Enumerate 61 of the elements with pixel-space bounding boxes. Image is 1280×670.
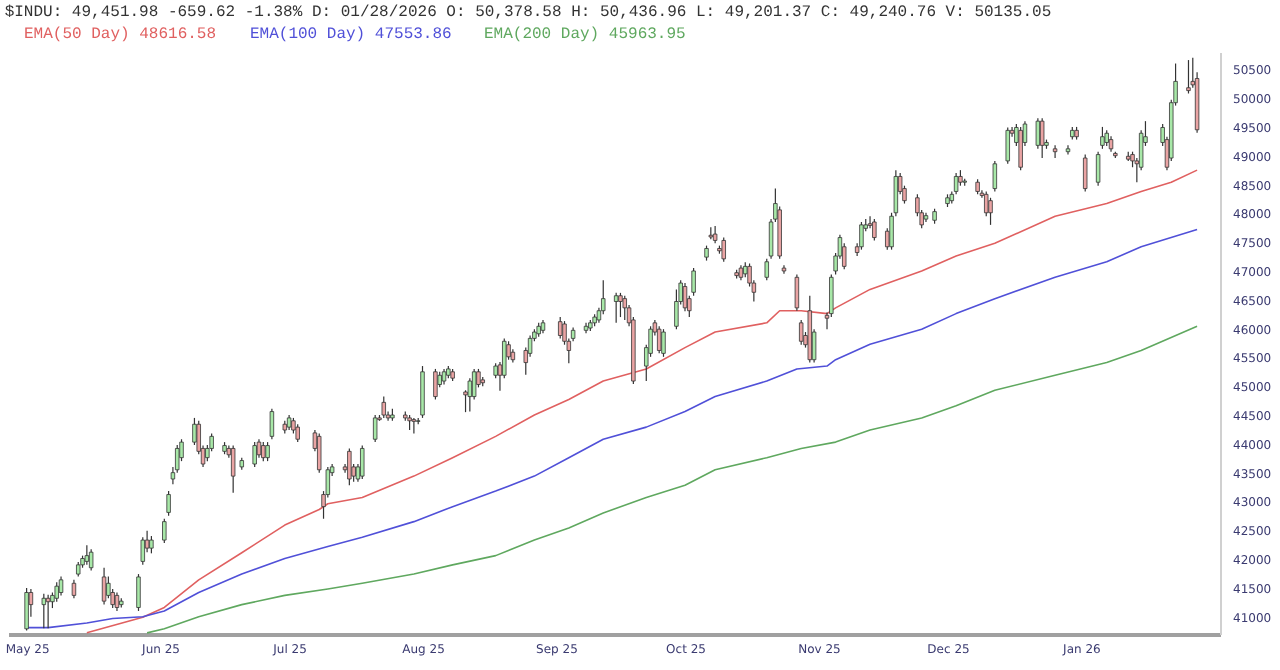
candlestick [558,316,563,339]
candlestick [1052,144,1058,159]
candlestick [1186,59,1191,95]
candlestick [192,417,197,446]
line-series [86,169,1198,634]
candlestick [682,282,688,312]
line-series [146,325,1198,634]
candlestick [256,438,262,459]
candlestick [992,160,998,193]
candlestick [764,258,769,281]
candlestick [1035,117,1041,150]
candlestick [140,536,145,566]
candlestick [347,447,352,486]
candlestick [136,573,141,612]
candlestick [721,236,726,263]
candlestick [661,328,666,358]
candlestick [467,377,473,413]
candlestick [269,408,275,440]
candlestick [372,414,378,443]
candlestick [1005,126,1010,165]
text: EMA(100 Day) 47553.86 [250,26,453,44]
candlestick [381,395,386,419]
candlestick [674,288,679,330]
candlestick [360,444,365,480]
candlestick [162,518,167,544]
text: EMA(200 Day) 45963.95 [484,26,687,44]
candlestick [433,368,438,401]
candlestick [1083,153,1088,193]
candlestick [622,295,627,321]
candlestick [71,579,77,599]
candlestick [58,575,64,596]
candlestick [691,267,696,297]
candlestick [988,197,993,226]
candlestick [1095,151,1101,187]
text: EMA(50 Day) 48616.58 [24,26,217,44]
candlestick [1100,126,1105,150]
candlestick [872,218,877,242]
candlestick [88,548,94,572]
candlestick [252,441,257,468]
candlestick [613,292,619,324]
candlestick [265,441,270,462]
candlestick [842,242,847,270]
candlestick [601,279,606,315]
candlestick [1039,117,1045,159]
candlestick [101,567,107,606]
line-series [25,228,1198,629]
candlestick [618,292,623,318]
candlestick [166,490,171,517]
candlestick [24,587,29,632]
candlestick [984,190,989,217]
candlestick [656,325,662,354]
candlestick [261,441,266,462]
candlestick [1065,144,1071,156]
chart-title: $INDU: 49,451.98 -659.62 -1.38% D: 01/28/2026 O: 50,378.58 H: 50,436.96 L: 49,201.37 C: 49,240.76 V: 50135.05 [4,4,1052,22]
candlestick [859,221,864,251]
candlestick [794,273,800,312]
candlestick [1018,126,1023,171]
candlestick [54,581,59,603]
candlestick [420,365,425,419]
candlestick [41,593,47,629]
candlestick [84,544,90,566]
